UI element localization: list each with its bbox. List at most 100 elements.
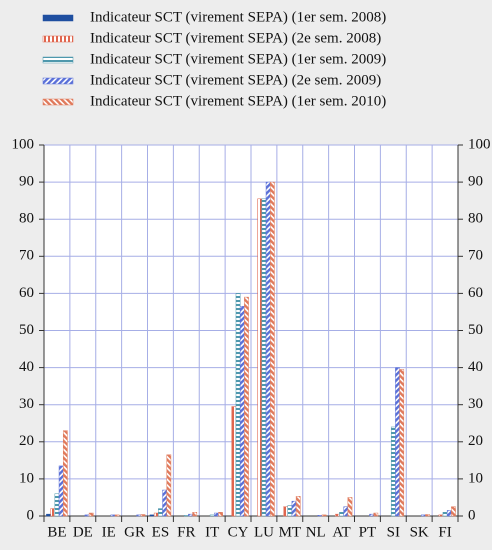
bar — [399, 369, 405, 517]
bar — [110, 514, 116, 517]
bar — [347, 497, 353, 517]
y2-tick-label: 70 — [468, 248, 483, 264]
y-tick-label: 0 — [27, 507, 35, 523]
x-tick-label: FR — [177, 524, 195, 540]
bar — [442, 512, 448, 517]
legend-swatch — [42, 35, 74, 43]
bar — [451, 506, 456, 517]
y-tick-label: 40 — [19, 359, 34, 375]
y2-tick-label: 90 — [468, 174, 483, 190]
bar — [114, 514, 120, 517]
y-tick-label: 30 — [19, 396, 34, 412]
x-tick-label: GR — [124, 524, 145, 540]
y2-tick-label: 50 — [468, 322, 483, 338]
bar — [218, 512, 223, 517]
y2-tick-label: 20 — [468, 433, 483, 449]
y-tick-label: 80 — [19, 211, 34, 227]
x-tick-label: ES — [152, 524, 170, 540]
x-tick-label: AT — [332, 524, 350, 540]
legend-label: Indicateur SCT (virement SEPA) (1er sem.… — [90, 51, 386, 67]
x-tick-label: SK — [410, 524, 429, 540]
legend-label: Indicateur SCT (virement SEPA) (1er sem.… — [90, 93, 386, 109]
bar — [158, 508, 163, 517]
x-tick-label: CY — [228, 524, 249, 540]
bar — [209, 514, 215, 517]
bar — [395, 367, 400, 517]
x-tick-label: NL — [306, 524, 326, 540]
bar — [390, 426, 396, 517]
y-tick-label: 90 — [19, 174, 34, 190]
bar — [321, 514, 327, 517]
y2-tick-label: 40 — [468, 359, 483, 375]
y2-tick-label: 0 — [468, 507, 476, 523]
bar — [239, 306, 245, 517]
x-tick-label: DE — [73, 524, 93, 540]
bar — [88, 512, 94, 517]
bar — [287, 505, 293, 517]
x-tick-label: IE — [102, 524, 116, 540]
legend-label: Indicateur SCT (virement SEPA) (2e sem. … — [90, 72, 381, 88]
bar — [136, 514, 142, 517]
y-tick-label: 70 — [19, 248, 34, 264]
y-tick-label: 50 — [19, 322, 34, 338]
bar — [438, 514, 444, 517]
y-tick-label: 60 — [19, 285, 34, 301]
bar — [46, 513, 51, 517]
bar — [343, 506, 349, 517]
bar — [261, 198, 267, 517]
bar — [140, 514, 146, 517]
y2-tick-label: 60 — [468, 285, 483, 301]
x-tick-label: SI — [387, 524, 400, 540]
bar — [421, 514, 426, 517]
bar — [265, 181, 271, 517]
bar — [153, 512, 159, 517]
bar — [58, 465, 64, 517]
y-tick-label: 100 — [12, 136, 35, 152]
x-tick-label: IT — [205, 524, 219, 540]
bar — [54, 493, 60, 517]
y2-tick-label: 100 — [468, 136, 491, 152]
legend-label: Indicateur SCT (virement SEPA) (2e sem. … — [90, 30, 381, 46]
bar — [166, 454, 172, 517]
bar — [244, 296, 249, 517]
x-tick-label: PT — [359, 524, 377, 540]
bar — [446, 510, 452, 517]
bar — [291, 500, 297, 517]
bar — [183, 515, 189, 517]
legend-swatch — [42, 56, 74, 64]
bar — [269, 181, 275, 517]
bar — [295, 496, 301, 517]
legend-label: Indicateur SCT (virement SEPA) (1er sem.… — [90, 9, 386, 25]
x-tick-label: BE — [47, 524, 66, 540]
bar — [192, 512, 198, 517]
bar — [50, 508, 56, 517]
bar — [162, 489, 167, 517]
y2-tick-label: 10 — [468, 470, 483, 486]
bar — [339, 512, 344, 517]
x-tick-label: MT — [279, 524, 302, 540]
bar — [84, 514, 90, 517]
y-tick-label: 20 — [19, 433, 34, 449]
bar — [188, 513, 193, 517]
bar — [425, 514, 430, 517]
bar — [373, 512, 379, 517]
bar — [214, 512, 219, 517]
bar — [149, 514, 155, 517]
bar — [62, 430, 68, 517]
bar — [335, 513, 340, 517]
y2-tick-label: 80 — [468, 211, 483, 227]
x-tick-label: LU — [254, 524, 274, 540]
bar — [317, 515, 323, 517]
y-tick-label: 10 — [19, 470, 34, 486]
legend-swatch — [42, 14, 74, 22]
bar — [283, 506, 288, 517]
legend-swatch — [42, 77, 74, 85]
y2-tick-label: 30 — [468, 396, 483, 412]
bar — [231, 406, 237, 517]
x-tick-label: FI — [438, 524, 451, 540]
bar — [257, 198, 263, 517]
legend-swatch — [42, 98, 74, 106]
bar — [235, 293, 241, 517]
